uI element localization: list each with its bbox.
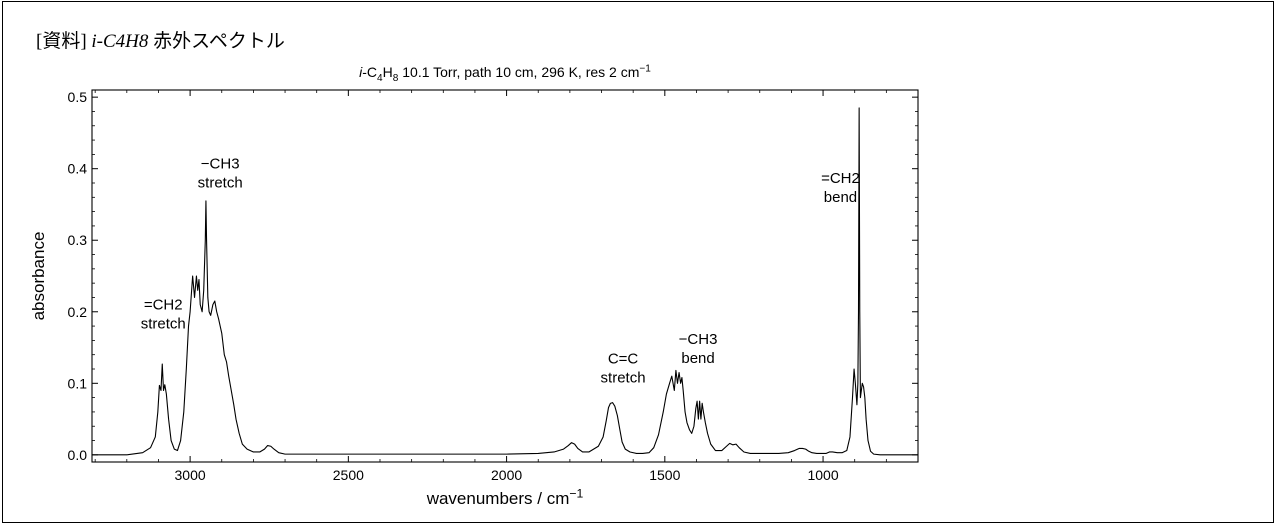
y-tick-label: 0.5 — [68, 89, 88, 105]
annotation-mode-label: stretch — [198, 175, 243, 192]
title-prefix: [資料] — [36, 31, 87, 52]
y-axis-label: absorbance — [29, 232, 48, 321]
annotation-mode-label: bend — [824, 189, 857, 206]
plot-frame — [91, 89, 919, 463]
document-title: [資料] i-C4H8 赤外スペクトル — [36, 26, 285, 53]
y-tick-label: 0.0 — [68, 447, 88, 463]
frame-tab-gap — [209, 2, 265, 5]
annotation-group-label: =CH2 — [144, 297, 183, 314]
title-molecule: i-C4H8 — [91, 31, 149, 52]
y-tick-label: 0.2 — [68, 304, 88, 320]
annotation-group-label: −CH3 — [201, 156, 240, 173]
annotation-group-label: =CH2 — [821, 170, 860, 187]
x-tick-label: 2000 — [491, 467, 522, 483]
y-tick-label: 0.3 — [68, 232, 88, 248]
x-axis-label: wavenumbers / cm−1​ — [426, 487, 584, 508]
x-tick-label: 1500 — [649, 467, 680, 483]
annotation-mode-label: bend — [681, 350, 714, 367]
annotation-mode-label: stretch — [141, 316, 186, 333]
annotation-mode-label: stretch — [601, 369, 646, 386]
annotation-group-label: −CH3 — [679, 331, 718, 348]
x-tick-label: 3000 — [175, 467, 206, 483]
title-suffix: 赤外スペクトル — [153, 31, 285, 52]
y-tick-label: 0.1 — [68, 375, 88, 391]
x-tick-label: 2500 — [333, 467, 364, 483]
chart-title: i-C4​H8​ 10.1 Torr, path 10 cm, 296 K, r… — [359, 64, 651, 85]
y-tick-label: 0.4 — [68, 161, 88, 177]
x-tick-label: 1000 — [807, 467, 838, 483]
spectrum-line — [92, 107, 918, 456]
annotation-group-label: C=C — [608, 350, 639, 367]
